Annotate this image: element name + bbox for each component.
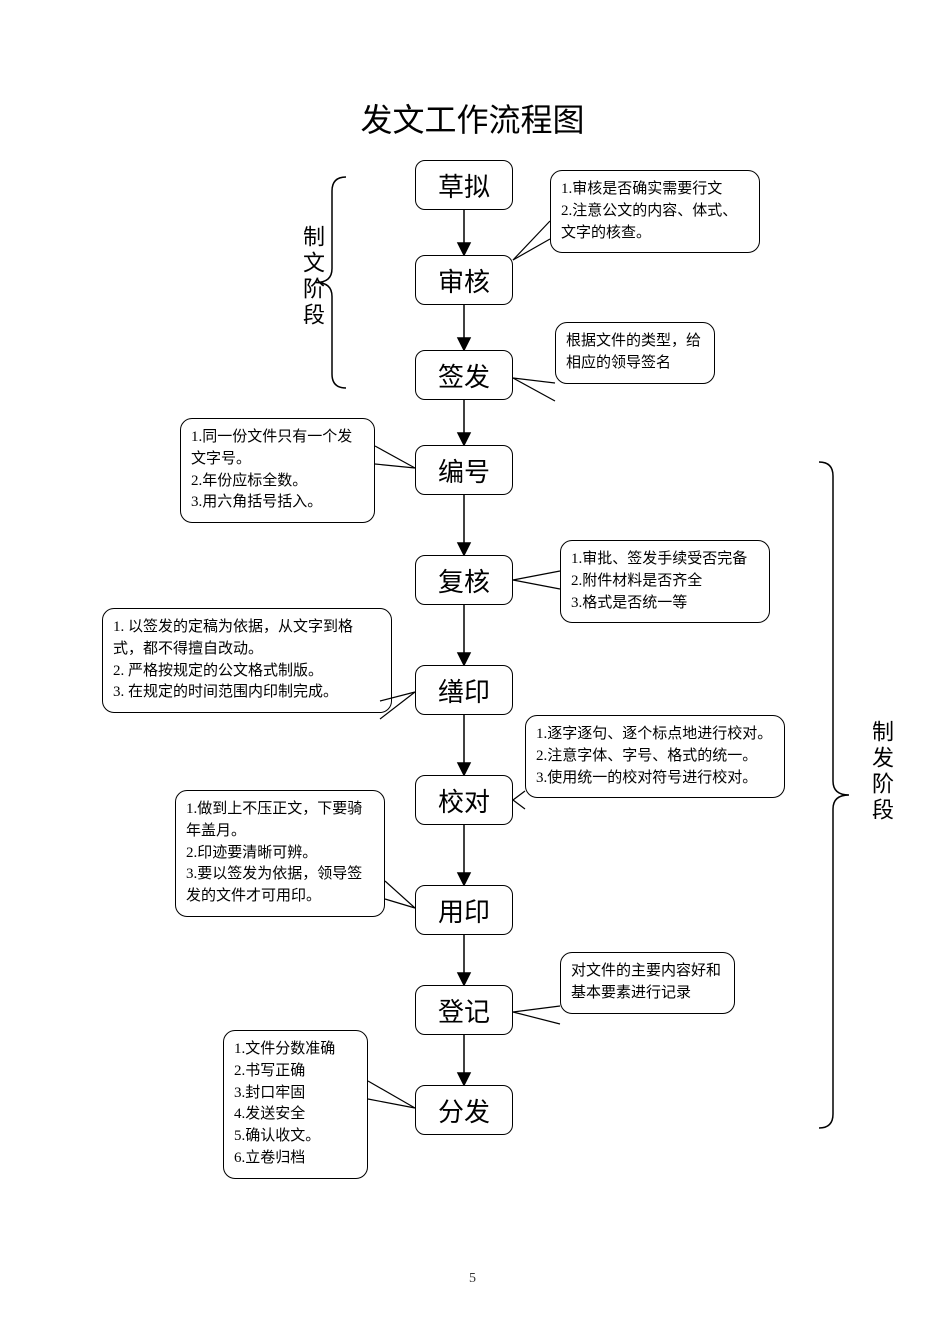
callout-text-line: 1.逐字逐句、逐个标点地进行校对。 [536,724,774,746]
callout-tail-c8 [508,1000,565,1027]
callout-tail-c7 [380,878,420,920]
callout-tail-c1 [508,218,555,272]
callout-c9: 1.文件分数准确2.书写正确3.封口牢固4.发送安全5.确认收文。6.立卷归档 [223,1030,368,1179]
flow-node-n10: 分发 [415,1085,513,1135]
flow-node-n1: 草拟 [415,160,513,210]
callout-text-line: 3.要以签发为依据，领导签发的文件才可用印。 [186,864,374,908]
flow-node-n4: 编号 [415,445,513,495]
callout-text-line: 1. 以签发的定稿为依据，从文字到格式，都不得擅自改动。 [113,617,381,661]
flow-node-n3: 签发 [415,350,513,400]
callout-text-line: 3.格式是否统一等 [571,593,759,615]
callout-text-line: 5.确认收文。 [234,1126,357,1148]
callout-tail-c6 [508,788,530,812]
callout-text-line: 3.使用统一的校对符号进行校对。 [536,768,774,790]
callout-text-line: 1.文件分数准确 [234,1039,357,1061]
callout-text-line: 2. 严格按规定的公文格式制版。 [113,661,381,683]
flow-node-label: 签发 [438,357,490,394]
flow-arrow-1 [454,305,474,350]
flow-node-n5: 复核 [415,555,513,605]
callout-c7: 1.做到上不压正文，下要骑年盖月。2.印迹要清晰可辨。3.要以签发为依据，领导签… [175,790,385,917]
callout-tail-c2 [508,366,560,404]
callout-text-line: 2.年份应标全数。 [191,471,364,493]
flow-node-label: 分发 [438,1092,490,1129]
callout-tail-c4 [508,568,565,592]
callout-c1: 1.审核是否确实需要行文2.注意公文的内容、体式、文字的核查。 [550,170,760,253]
flow-arrow-6 [454,825,474,885]
flow-node-n2: 审核 [415,255,513,305]
callout-text-line: 1.做到上不压正文，下要骑年盖月。 [186,799,374,843]
callout-c3: 1.同一份文件只有一个发文字号。2.年份应标全数。3.用六角括号括入。 [180,418,375,523]
flow-node-label: 草拟 [438,167,490,204]
flow-node-n9: 登记 [415,985,513,1035]
flow-node-label: 复核 [438,562,490,599]
flow-arrow-2 [454,400,474,445]
flow-arrow-8 [454,1035,474,1085]
flow-arrow-5 [454,715,474,775]
callout-text-line: 2.注意字体、字号、格式的统一。 [536,746,774,768]
flow-arrow-7 [454,935,474,985]
callout-text-line: 1.同一份文件只有一个发文字号。 [191,427,364,471]
callout-text-line: 1.审批、签发手续受否完备 [571,549,759,571]
diagram-container: 发文工作流程图 草拟审核签发编号复核缮印校对用印登记分发 1.审核是否确实需要行… [0,0,945,1337]
callout-text-line: 3.封口牢固 [234,1083,357,1105]
flow-node-n8: 用印 [415,885,513,935]
callout-text-line: 对文件的主要内容好和基本要素进行记录 [571,961,724,1005]
phase-brace-p1 [312,175,350,390]
callout-c2: 根据文件的类型，给相应的领导签名 [555,322,715,384]
callout-text-line: 6.立卷归档 [234,1148,357,1170]
callout-text-line: 1.审核是否确实需要行文 [561,179,749,201]
flow-node-n7: 校对 [415,775,513,825]
callout-text-line: 根据文件的类型，给相应的领导签名 [566,331,704,375]
callout-c4: 1.审批、签发手续受否完备2.附件材料是否齐全3.格式是否统一等 [560,540,770,623]
flow-arrow-3 [454,495,474,555]
flow-node-label: 用印 [438,892,490,929]
callout-c5: 1. 以签发的定稿为依据，从文字到格式，都不得擅自改动。2. 严格按规定的公文格… [102,608,392,713]
flow-arrow-4 [454,605,474,665]
callout-text-line: 4.发送安全 [234,1104,357,1126]
phase-label-p2: 制发阶段 [865,720,897,824]
flow-node-label: 审核 [438,262,490,299]
page-number: 5 [0,1271,945,1287]
callout-text-line: 3.用六角括号括入。 [191,492,364,514]
page-title: 发文工作流程图 [0,95,945,141]
callout-tail-c5 [375,680,420,722]
flow-node-label: 缮印 [438,672,490,709]
callout-c6: 1.逐字逐句、逐个标点地进行校对。2.注意字体、字号、格式的统一。3.使用统一的… [525,715,785,798]
flow-node-label: 编号 [438,452,490,489]
callout-text-line: 2.注意公文的内容、体式、文字的核查。 [561,201,749,245]
phase-label-text: 制发阶段 [869,720,894,824]
phase-brace-p2 [815,460,853,1130]
callout-c8: 对文件的主要内容好和基本要素进行记录 [560,952,735,1014]
callout-text-line: 3. 在规定的时间范围内印制完成。 [113,682,381,704]
callout-tail-c9 [363,1078,420,1120]
callout-text-line: 2.印迹要清晰可辨。 [186,843,374,865]
callout-tail-c3 [370,443,420,480]
flow-node-label: 校对 [438,782,490,819]
callout-text-line: 2.书写正确 [234,1061,357,1083]
flow-arrow-0 [454,210,474,255]
callout-text-line: 2.附件材料是否齐全 [571,571,759,593]
flow-node-label: 登记 [438,992,490,1029]
flow-node-n6: 缮印 [415,665,513,715]
